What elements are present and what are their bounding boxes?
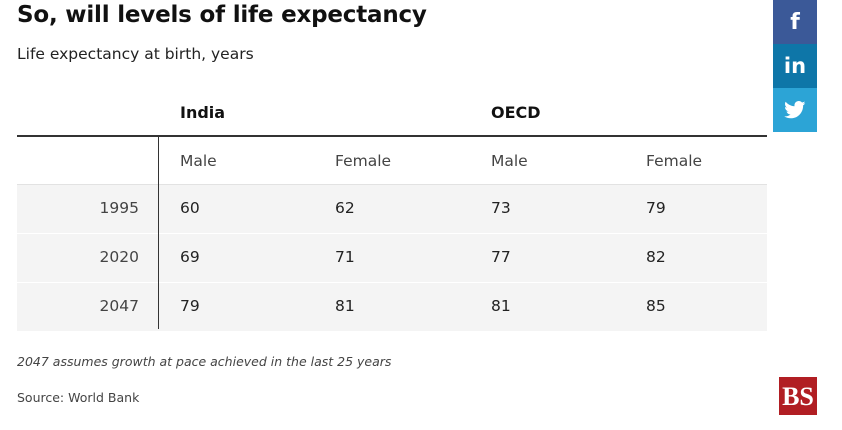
group-header-row: India OECD (17, 95, 767, 137)
row-year: 1995 (99, 199, 139, 217)
group-header-india: India (180, 103, 226, 122)
footnote: 2047 assumes growth at pace achieved in … (17, 354, 392, 369)
svg-text:BS: BS (782, 382, 814, 411)
table-row: 2020 69 71 77 82 (17, 233, 767, 282)
table-cell: 60 (180, 199, 200, 217)
page-subtitle: Life expectancy at birth, years (17, 45, 254, 63)
facebook-share-button[interactable]: f (773, 0, 817, 44)
table-cell: 82 (646, 248, 666, 266)
column-header-india-female: Female (335, 152, 392, 170)
column-header-oecd-female: Female (646, 152, 703, 170)
column-header-india-male: Male (180, 152, 217, 170)
column-header-oecd-male: Male (491, 152, 528, 170)
table-cell: 79 (646, 199, 666, 217)
table-cell: 71 (335, 248, 355, 266)
table-cell: 77 (491, 248, 511, 266)
column-header-row: Male Female Male Female (17, 137, 767, 185)
table-cell: 79 (180, 297, 200, 315)
table-row: 2047 79 81 81 85 (17, 282, 767, 331)
source-line: Source: World Bank (17, 390, 140, 405)
twitter-icon (784, 101, 806, 119)
facebook-icon: f (790, 9, 800, 35)
bs-logo-mark: BS (782, 382, 814, 411)
table-cell: 81 (491, 297, 511, 315)
twitter-share-button[interactable] (773, 88, 817, 132)
life-expectancy-table: India OECD Male Female Male Female 1995 … (17, 95, 767, 331)
row-year: 2047 (99, 297, 139, 315)
linkedin-icon: in (783, 54, 807, 78)
table-cell: 81 (335, 297, 355, 315)
table-cell: 73 (491, 199, 511, 217)
group-header-oecd: OECD (491, 103, 541, 122)
year-column-divider (158, 137, 159, 329)
page-title: So, will levels of life expectancy (17, 2, 427, 28)
table-cell: 85 (646, 297, 666, 315)
table-cell: 69 (180, 248, 200, 266)
row-year: 2020 (99, 248, 139, 266)
table-row: 1995 60 62 73 79 (17, 185, 767, 233)
linkedin-share-button[interactable]: in (773, 44, 817, 88)
business-standard-logo[interactable]: BS (779, 377, 817, 415)
table-cell: 62 (335, 199, 355, 217)
